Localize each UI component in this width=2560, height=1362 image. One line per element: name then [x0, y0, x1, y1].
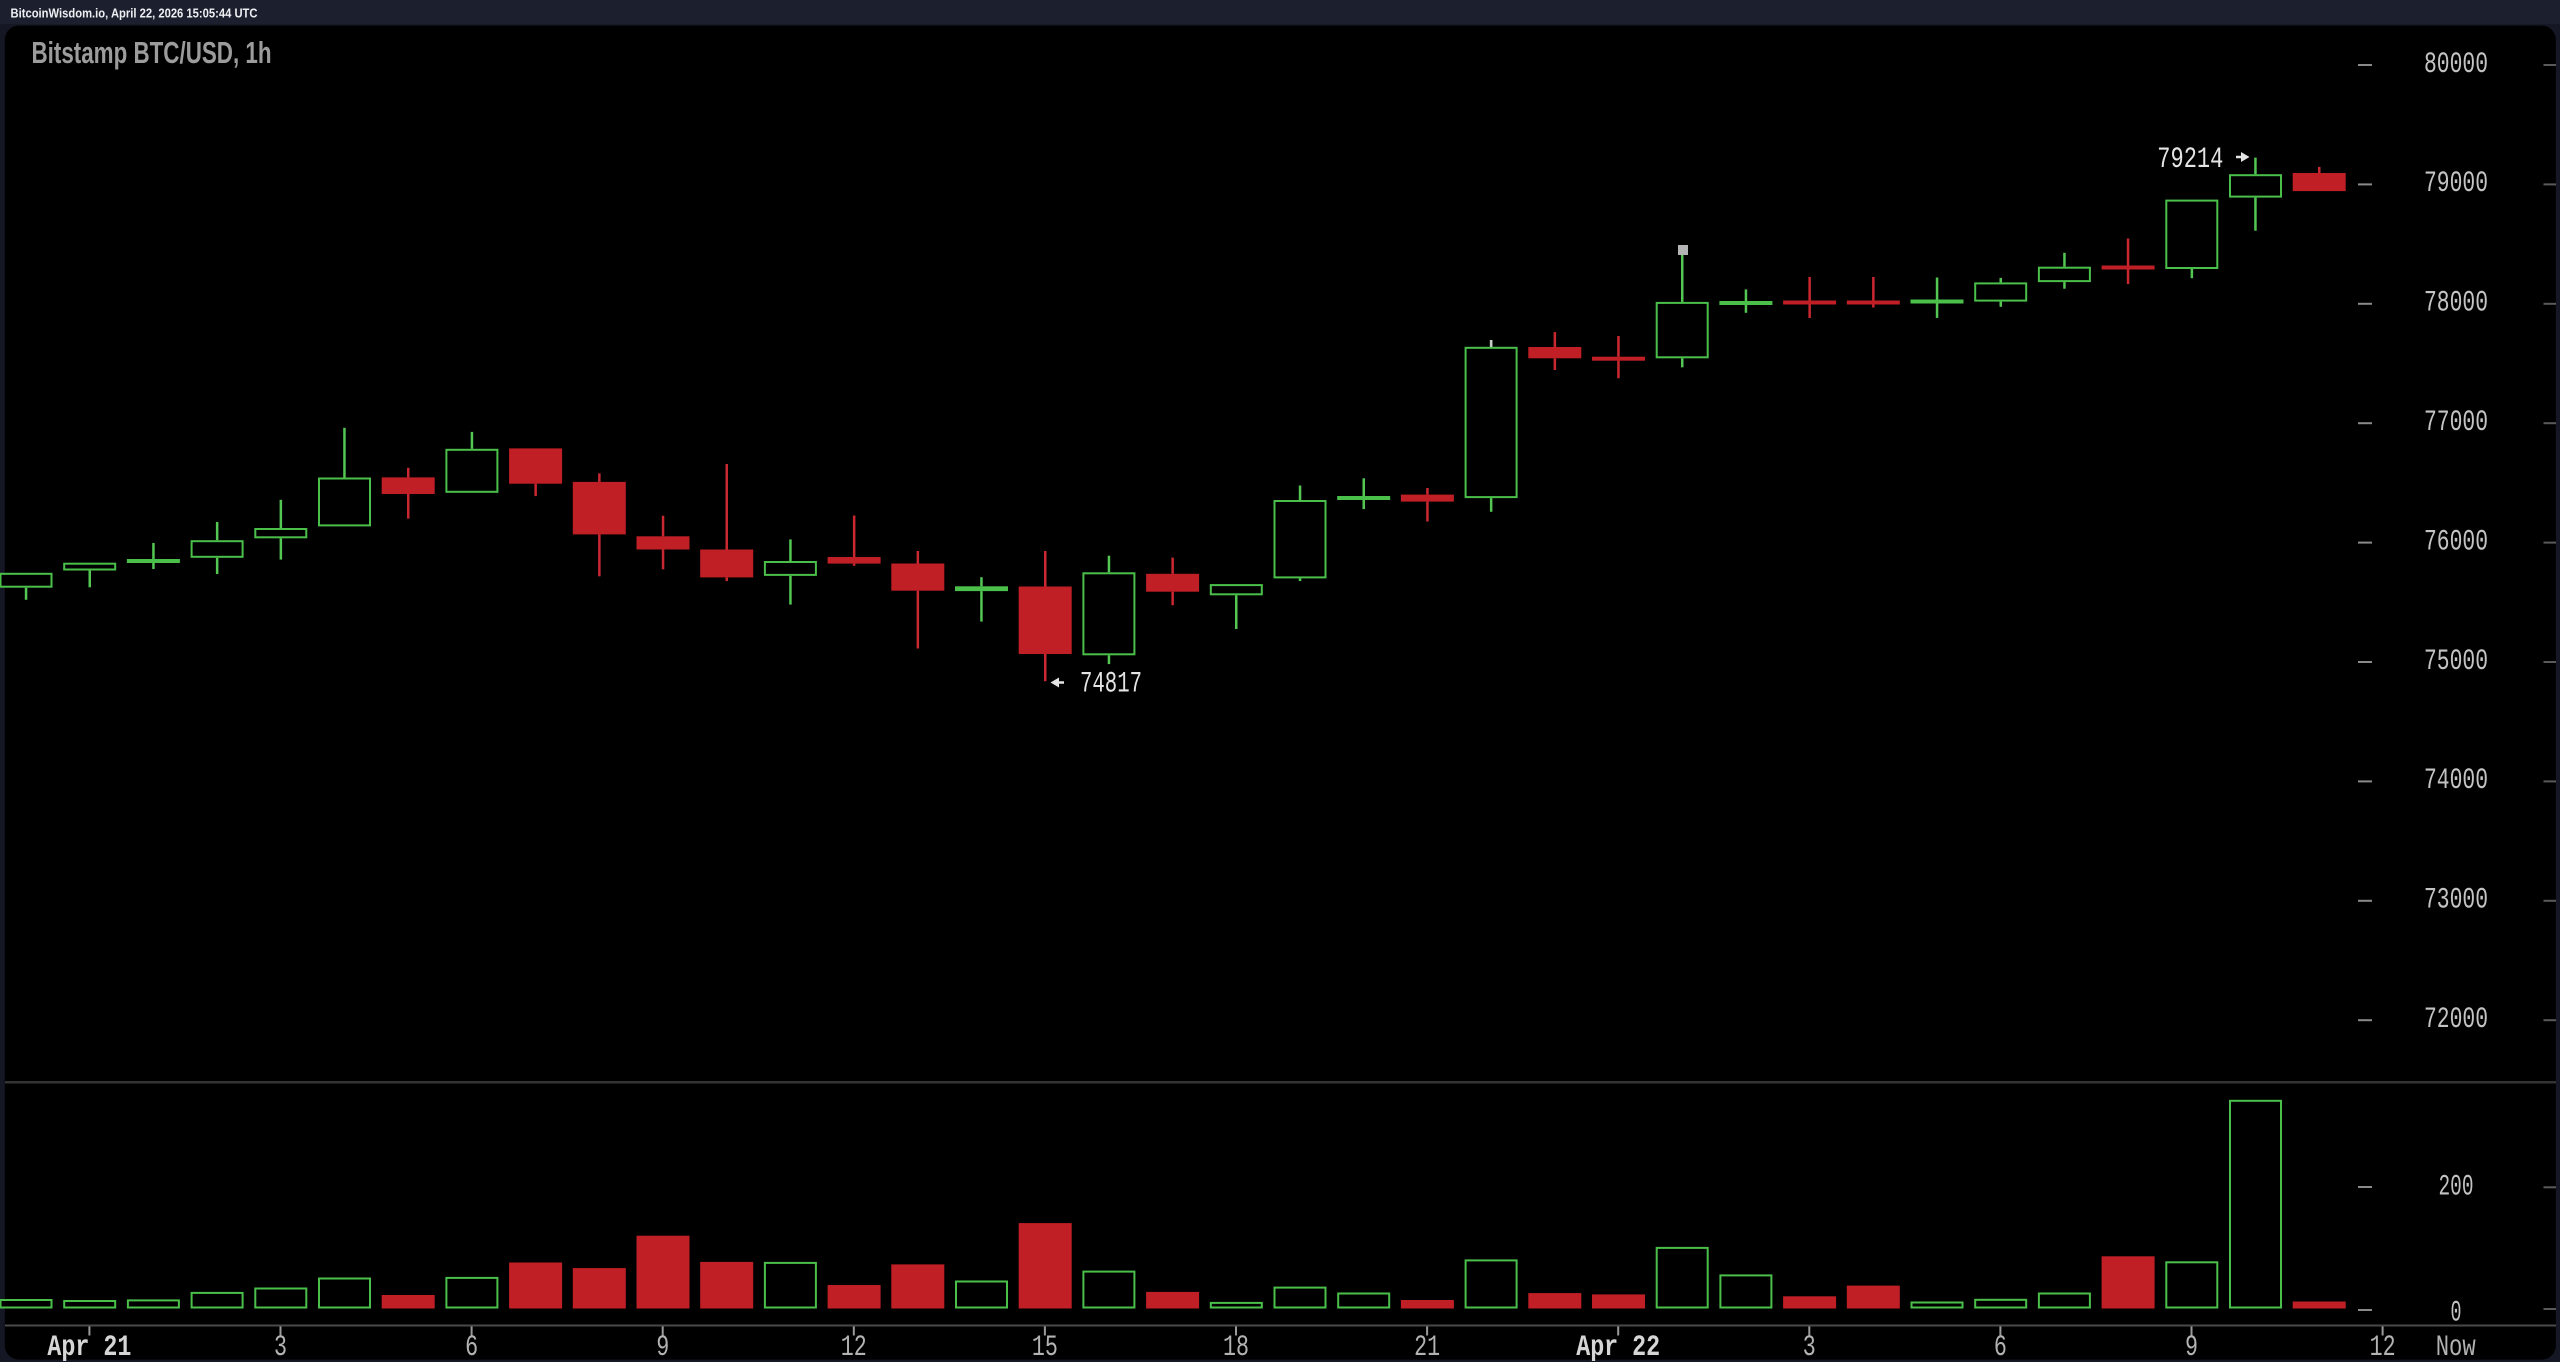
- svg-text:80000: 80000: [2424, 48, 2488, 82]
- svg-text:9: 9: [2185, 1331, 2198, 1362]
- svg-text:BitcoinWisdom.io, April 22, 20: BitcoinWisdom.io, April 22, 2026 15:05:4…: [11, 6, 259, 21]
- svg-text:3: 3: [1803, 1331, 1816, 1362]
- svg-text:Bitstamp BTC/USD, 1h: Bitstamp BTC/USD, 1h: [32, 35, 272, 70]
- svg-text:79000: 79000: [2424, 167, 2488, 201]
- svg-text:78000: 78000: [2424, 287, 2488, 321]
- svg-text:76000: 76000: [2424, 525, 2488, 559]
- svg-text:Now: Now: [2436, 1331, 2476, 1362]
- svg-text:3: 3: [274, 1331, 287, 1362]
- svg-text:0: 0: [2451, 1297, 2462, 1331]
- svg-text:77000: 77000: [2424, 406, 2488, 440]
- svg-text:73000: 73000: [2424, 884, 2488, 918]
- svg-text:9: 9: [656, 1331, 669, 1362]
- svg-text:6: 6: [1994, 1331, 2007, 1362]
- svg-text:Apr 22: Apr 22: [1576, 1331, 1660, 1362]
- svg-text:15: 15: [1032, 1331, 1058, 1362]
- svg-text:74817: 74817: [1080, 667, 1142, 701]
- svg-text:21: 21: [1414, 1331, 1440, 1362]
- svg-text:12: 12: [2370, 1331, 2396, 1362]
- svg-text:72000: 72000: [2424, 1003, 2488, 1037]
- svg-text:6: 6: [465, 1331, 478, 1362]
- svg-text:79214: 79214: [2157, 143, 2223, 177]
- svg-text:12: 12: [841, 1331, 867, 1362]
- svg-text:200: 200: [2439, 1170, 2474, 1204]
- svg-text:Apr 21: Apr 21: [47, 1331, 131, 1362]
- svg-text:74000: 74000: [2424, 764, 2488, 798]
- svg-text:75000: 75000: [2424, 645, 2488, 679]
- svg-text:18: 18: [1223, 1331, 1249, 1362]
